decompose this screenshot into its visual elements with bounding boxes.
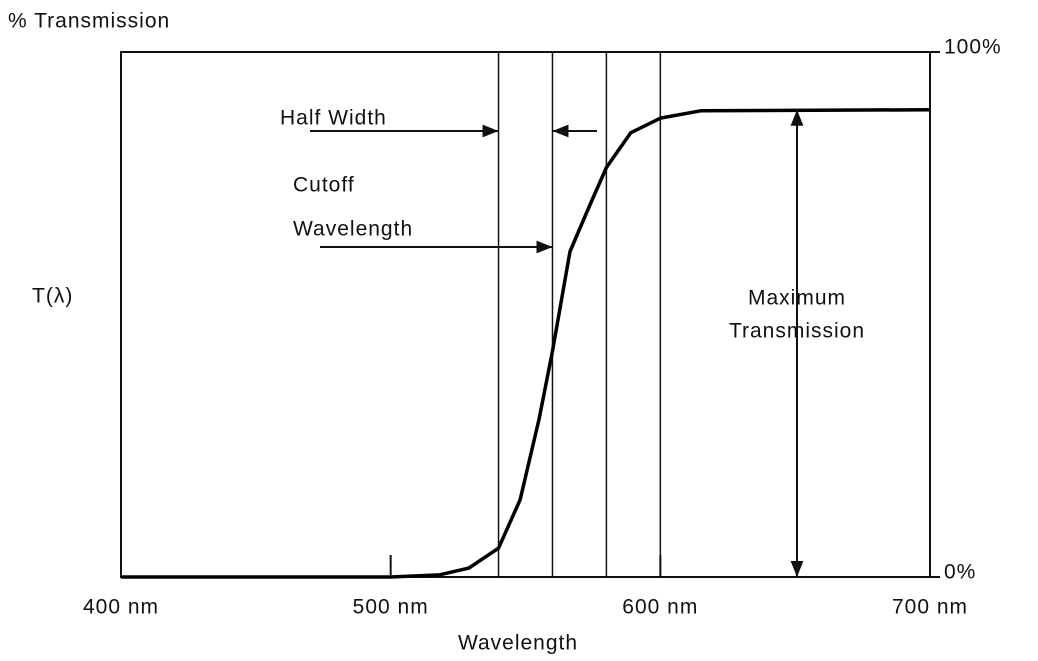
- x-tick-label: 600 nm: [622, 596, 698, 619]
- y-tick-label: 100%: [944, 36, 1002, 59]
- transmission-curve: [121, 108, 931, 579]
- y-tick-label: 0%: [944, 561, 976, 584]
- plot-frame: [120, 51, 931, 578]
- x-tick-label: 700 nm: [892, 596, 968, 619]
- annotation: Wavelength: [293, 218, 413, 241]
- x-tick-label: 500 nm: [353, 596, 429, 619]
- x-axis-label: Wavelength: [458, 632, 578, 655]
- annotation: Cutoff: [293, 174, 355, 197]
- annotation: Half Width: [280, 107, 387, 130]
- y-axis-label: T(λ): [32, 285, 73, 308]
- chart-title: % Transmission: [8, 10, 170, 33]
- x-tick-label: 400 nm: [83, 596, 159, 619]
